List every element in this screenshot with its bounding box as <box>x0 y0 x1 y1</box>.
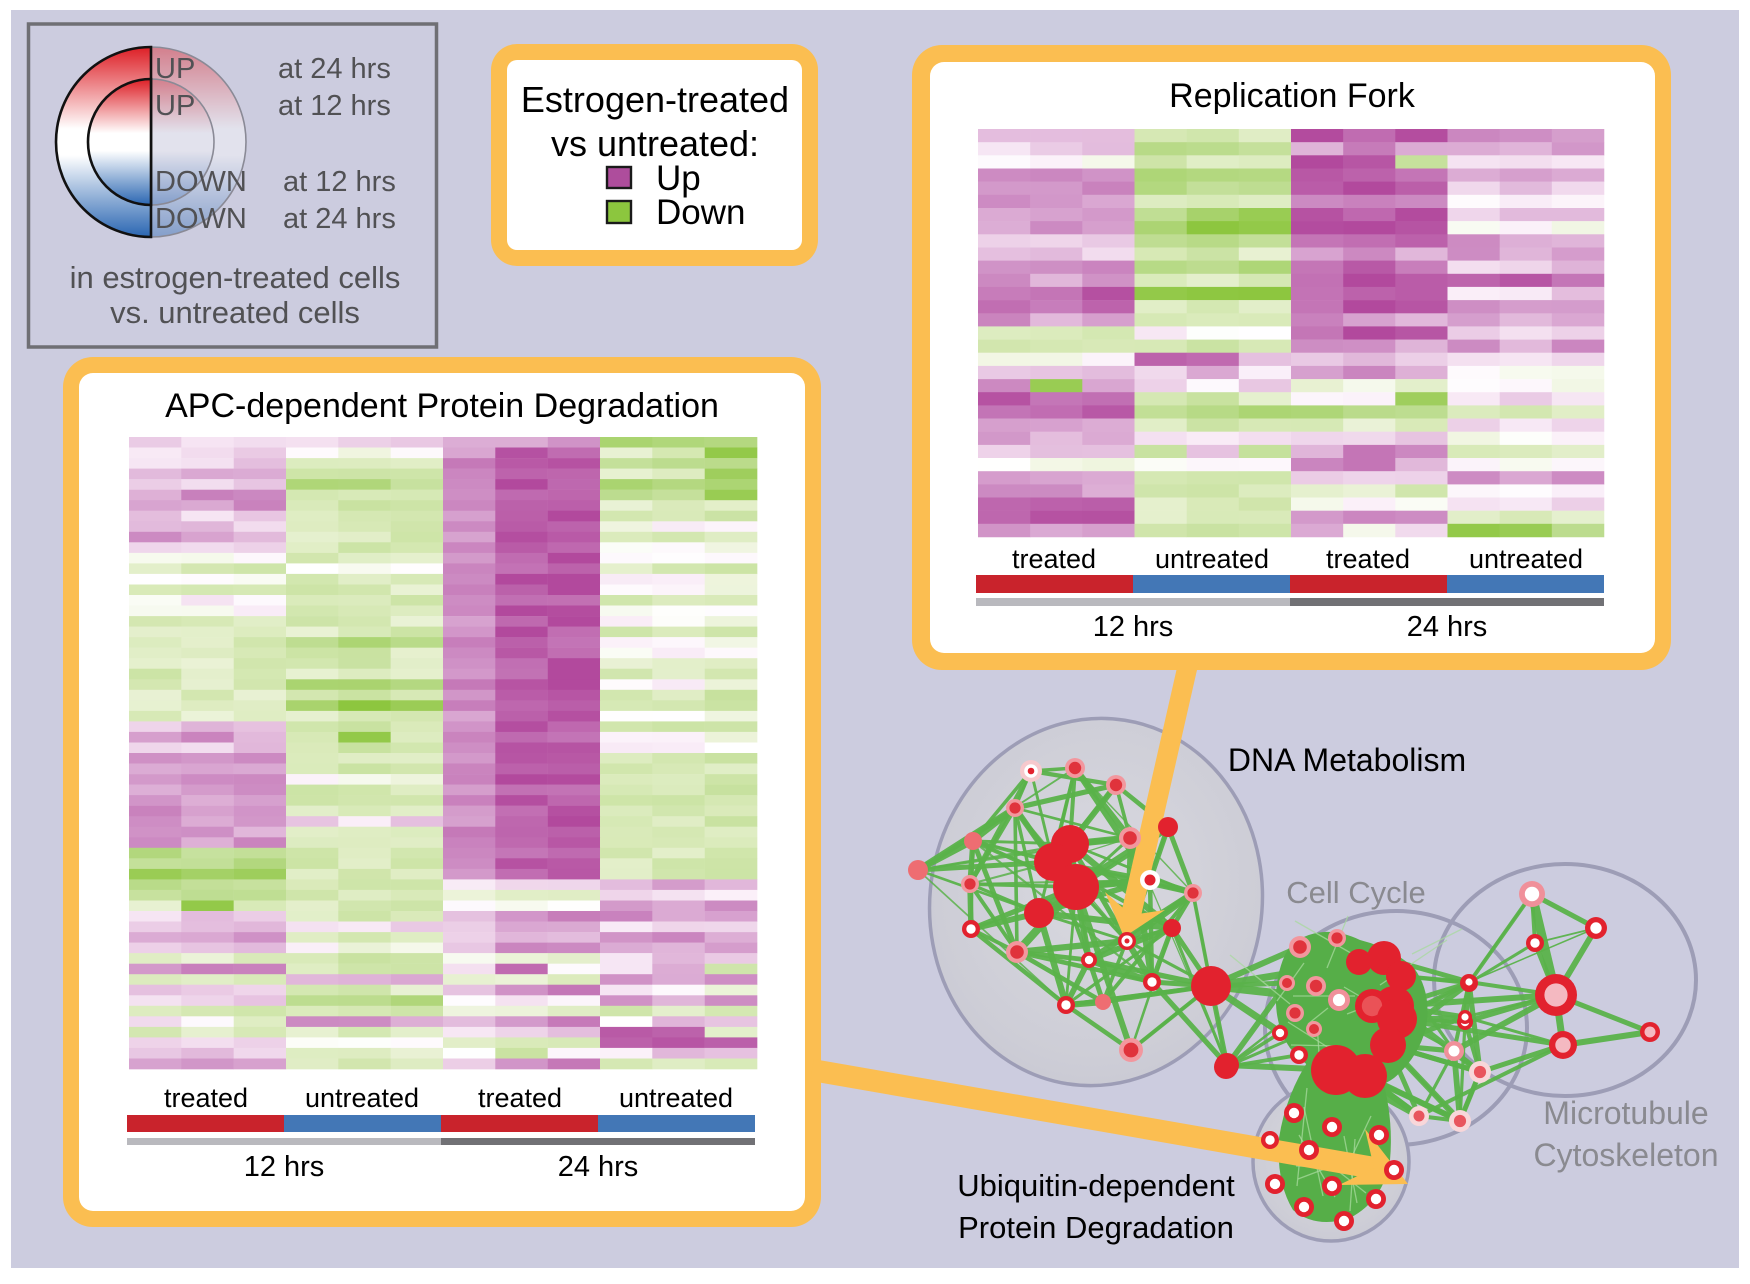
svg-text:12 hrs: 12 hrs <box>244 1151 325 1183</box>
svg-text:24 hrs: 24 hrs <box>1407 611 1488 643</box>
svg-text:untreated: untreated <box>1469 544 1583 574</box>
svg-text:vs. untreated cells: vs. untreated cells <box>110 295 360 330</box>
svg-text:APC-dependent Protein Degradat: APC-dependent Protein Degradation <box>165 387 719 425</box>
svg-text:Cytoskeleton: Cytoskeleton <box>1534 1137 1719 1173</box>
svg-text:Cell Cycle: Cell Cycle <box>1286 875 1426 910</box>
svg-text:untreated: untreated <box>305 1083 419 1113</box>
svg-text:DOWN: DOWN <box>155 203 247 235</box>
svg-text:Ubiquitin-dependent: Ubiquitin-dependent <box>957 1168 1235 1203</box>
svg-text:Estrogen-treated: Estrogen-treated <box>521 79 789 120</box>
svg-text:treated: treated <box>1326 544 1410 574</box>
svg-text:at 24 hrs: at 24 hrs <box>278 53 391 85</box>
svg-text:at 24 hrs: at 24 hrs <box>283 203 396 235</box>
svg-text:Protein Degradation: Protein Degradation <box>958 1210 1234 1245</box>
svg-text:DNA Metabolism: DNA Metabolism <box>1228 742 1466 778</box>
svg-text:in estrogen-treated cells: in estrogen-treated cells <box>70 260 401 295</box>
svg-text:DOWN: DOWN <box>155 166 247 198</box>
svg-text:UP: UP <box>155 53 195 85</box>
svg-text:Down: Down <box>656 193 745 232</box>
svg-text:treated: treated <box>1012 544 1096 574</box>
svg-text:untreated: untreated <box>1155 544 1269 574</box>
svg-text:12 hrs: 12 hrs <box>1093 611 1174 643</box>
svg-text:Replication Fork: Replication Fork <box>1169 77 1416 115</box>
svg-text:treated: treated <box>164 1083 248 1113</box>
svg-text:24 hrs: 24 hrs <box>558 1151 639 1183</box>
svg-text:vs untreated:: vs untreated: <box>551 123 759 164</box>
svg-text:Microtubule: Microtubule <box>1543 1095 1708 1131</box>
svg-text:UP: UP <box>155 90 195 122</box>
svg-text:untreated: untreated <box>619 1083 733 1113</box>
svg-text:at 12 hrs: at 12 hrs <box>278 90 391 122</box>
svg-text:Up: Up <box>656 159 701 198</box>
svg-text:treated: treated <box>478 1083 562 1113</box>
svg-text:at 12 hrs: at 12 hrs <box>283 166 396 198</box>
